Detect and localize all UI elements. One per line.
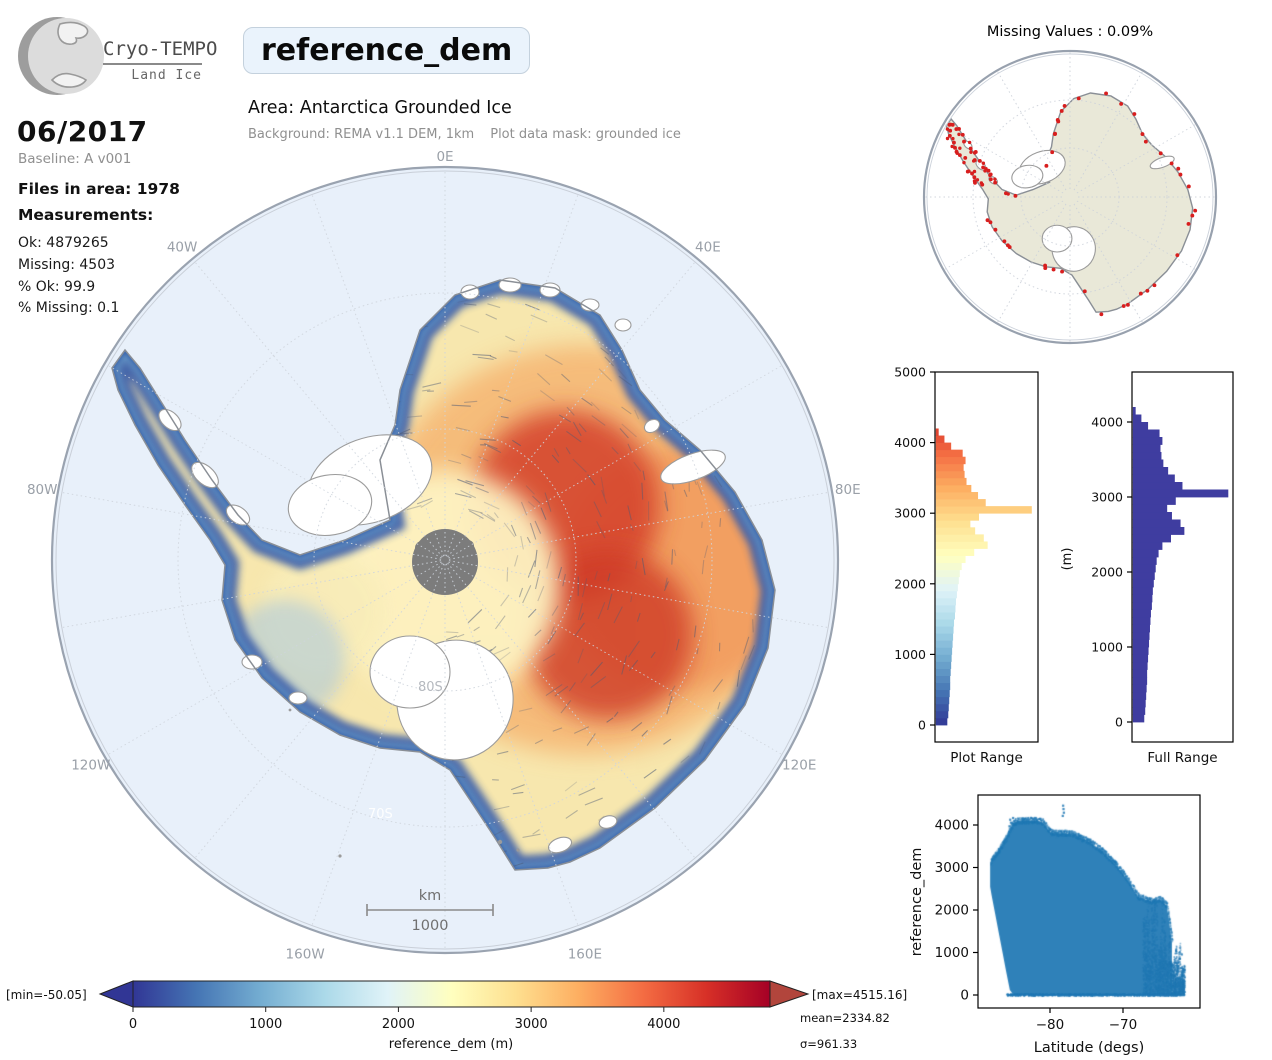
colorbar-tick-label: 4000 — [647, 1017, 680, 1032]
brand-text: Cryo-TEMPO Land Ice — [103, 38, 217, 83]
stat-ok: Ok: 4879265 — [18, 235, 109, 251]
logo-antarctica-outline — [50, 72, 88, 88]
missing-value-dots — [945, 91, 1198, 317]
antarctica-dem-map: 0E 40E 80E 120E 160E 160W 120W 80W 40W 80S 70S km 10… — [27, 150, 861, 962]
colorbar-tick-label: 1000 — [249, 1017, 282, 1032]
hist-tick-label: 0 — [918, 718, 926, 733]
scatter-y-tick: 4000 — [935, 818, 969, 834]
scatter-x-label: Latitude (degs) — [1034, 1040, 1145, 1056]
hist-tick-label: 1000 — [1091, 640, 1123, 655]
meridian-label: 120W — [71, 758, 110, 774]
scatter-x-tick: −70 — [1109, 1017, 1138, 1033]
stat-pct-missing: % Missing: 0.1 — [18, 300, 120, 316]
colorbar-over-arrow — [769, 980, 810, 1008]
graticule — [59, 169, 831, 951]
measurements-title: Measurements: — [18, 206, 154, 224]
meridian-label: 160E — [568, 946, 602, 962]
hist-tick-label: 2000 — [894, 576, 926, 591]
baseline-label: Baseline: A v001 — [18, 151, 132, 167]
plot-range-histogram: 0 1000 2000 3000 4000 5000 Plot Range — [894, 365, 1039, 766]
scatter-y-tick: 0 — [960, 988, 969, 1004]
colorbar-sigma-label: σ=961.33 — [800, 1037, 857, 1051]
hist-tick-label: 2000 — [1091, 565, 1123, 580]
background-note: Background: REMA v1.1 DEM, 1km — [248, 127, 475, 142]
meridian-label: 40W — [167, 240, 198, 256]
missing-values-map — [922, 49, 1218, 345]
meridian-label: 0E — [436, 150, 453, 165]
latitude-scatter-plot: −80 −70 0 1000 2000 3000 4000 Latitude (degs) re… — [909, 794, 1201, 1056]
colorbar-mean-label: mean=2334.82 — [800, 1011, 890, 1025]
map-rim — [50, 165, 840, 955]
hist-tick-label: 1000 — [894, 647, 926, 662]
brand-name: Cryo-TEMPO — [103, 38, 217, 65]
meridian-label: 80E — [835, 482, 861, 498]
latitude-scatter-points — [978, 795, 1200, 1008]
meridian-label: 160W — [286, 946, 325, 962]
stat-missing: Missing: 4503 — [18, 257, 116, 273]
files-in-area: Files in area: 1978 — [18, 180, 180, 198]
stat-pct-ok: % Ok: 99.9 — [18, 279, 96, 295]
meridian-label: 80W — [27, 482, 58, 498]
colorbar-tick-label: 0 — [129, 1017, 137, 1032]
meridian-label: 40E — [695, 240, 721, 256]
mini-graticule — [925, 52, 1215, 342]
map-canvas: 0E 40E 80E 120E 160E 160W 120W 80W 40W 80S 70S km 10… — [27, 150, 861, 962]
elevation-colorbar: 0 1000 2000 3000 4000 reference_dem (m) [min=-… — [6, 980, 907, 1052]
hist-tick-label: 0 — [1115, 715, 1123, 730]
colorbar-axis-label: reference_dem (m) — [389, 1037, 513, 1052]
map-scale-bar: km 1000 — [366, 888, 494, 934]
map-subtitle: Background: REMA v1.1 DEM, 1km Plot data … — [248, 127, 681, 142]
scale-bar-unit: km — [419, 888, 442, 904]
hist-tick-label: 3000 — [1091, 490, 1123, 505]
cryo-tempo-logo — [18, 17, 104, 95]
logo-greenland-outline — [57, 21, 89, 45]
scatter-y-tick: 1000 — [935, 945, 969, 961]
colorbar-tick-label: 3000 — [515, 1017, 548, 1032]
hist-panel-label: Full Range — [1147, 750, 1217, 766]
scatter-x-tick: −80 — [1036, 1017, 1065, 1033]
colorbar-under-arrow — [98, 980, 134, 1008]
area-title: Area: Antarctica Grounded Ice — [248, 98, 512, 118]
mask-note: Plot data mask: grounded ice — [490, 127, 681, 142]
hist-y-axis-label: (m) — [1060, 548, 1075, 571]
hist-tick-label: 4000 — [1091, 415, 1123, 430]
hist-tick-label: 3000 — [894, 506, 926, 521]
variable-title-chip: reference_dem — [243, 27, 531, 74]
colorbar-tick-label: 2000 — [382, 1017, 415, 1032]
scatter-y-tick: 3000 — [935, 860, 969, 876]
mini-rim — [922, 49, 1218, 345]
elevation-histograms: 0 1000 2000 3000 4000 5000 Plot Range 0 1000 2000… — [894, 365, 1234, 766]
logo-globe — [28, 18, 104, 94]
colorbar-min-label: [min=-50.05] — [6, 988, 87, 1002]
scatter-y-tick: 2000 — [935, 903, 969, 919]
colorbar-max-label: [max=4515.16] — [812, 988, 907, 1002]
full-range-histogram: 0 1000 2000 3000 4000 Full Range (m) — [1060, 371, 1234, 766]
pole-hole — [412, 529, 478, 595]
hist-tick-label: 5000 — [894, 365, 926, 380]
coastline — [111, 279, 776, 871]
scale-bar-length: 1000 — [412, 918, 449, 934]
missing-values-title: Missing Values : 0.09% — [986, 24, 1154, 40]
hist-panel-label: Plot Range — [950, 750, 1023, 766]
meridian-label: 120E — [782, 758, 816, 774]
scatter-y-label: reference_dem — [909, 848, 925, 957]
parallel-label: 80S — [418, 680, 443, 695]
hist-tick-label: 4000 — [894, 435, 926, 450]
period-label: 06/2017 — [17, 115, 148, 148]
brand-subtitle: Land Ice — [131, 68, 202, 83]
parallel-label: 70S — [368, 807, 393, 822]
colorbar-gradient — [132, 980, 771, 1008]
